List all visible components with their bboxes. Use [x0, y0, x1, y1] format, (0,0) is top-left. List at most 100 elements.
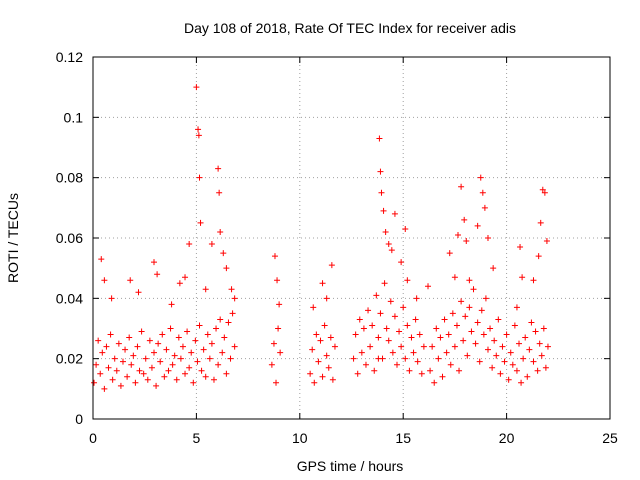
y-tick-labels: 0 0.02 0.04 0.06 0.08 0.1 0.12	[56, 49, 83, 427]
data-point	[219, 349, 226, 356]
data-point	[196, 174, 203, 181]
data-point	[400, 304, 407, 311]
data-point	[167, 325, 174, 332]
data-point	[458, 298, 465, 305]
data-point	[275, 325, 282, 332]
data-point	[484, 346, 491, 353]
data-point	[223, 370, 230, 377]
data-point	[198, 367, 205, 374]
data-point	[489, 364, 496, 371]
data-point	[480, 331, 487, 338]
data-point	[463, 238, 470, 245]
data-point	[352, 331, 359, 338]
data-point	[435, 355, 442, 362]
data-point	[470, 286, 477, 293]
data-point	[122, 346, 129, 353]
chart-title: Day 108 of 2018, Rate Of TEC Index for r…	[184, 20, 516, 36]
data-point	[412, 316, 419, 323]
data-point	[493, 352, 500, 359]
data-point	[385, 337, 392, 344]
data-point	[499, 343, 506, 350]
data-point	[425, 283, 432, 290]
data-point	[307, 370, 314, 377]
data-point	[148, 364, 155, 371]
data-point	[472, 340, 479, 347]
data-point	[474, 319, 481, 326]
data-point	[402, 225, 409, 232]
data-point	[535, 253, 542, 260]
data-point	[270, 340, 277, 347]
data-point	[381, 280, 388, 287]
data-point	[404, 322, 411, 329]
data-point	[169, 361, 176, 368]
data-point	[540, 325, 547, 332]
data-point	[323, 295, 330, 302]
data-point	[520, 355, 527, 362]
data-point	[130, 352, 137, 359]
data-point	[385, 241, 392, 248]
data-point	[161, 373, 168, 380]
data-point	[99, 349, 106, 356]
data-point	[369, 322, 376, 329]
data-point	[91, 379, 98, 386]
data-point	[132, 379, 139, 386]
data-point	[466, 304, 473, 311]
data-point	[231, 295, 238, 302]
data-point	[377, 310, 384, 317]
data-point	[388, 247, 395, 254]
data-point	[109, 376, 116, 383]
data-point	[427, 367, 434, 374]
data-point	[165, 367, 172, 374]
data-point	[513, 367, 520, 374]
data-point	[136, 367, 143, 374]
data-point	[176, 280, 183, 287]
data-point	[215, 361, 222, 368]
data-point	[317, 337, 324, 344]
data-point	[456, 367, 463, 374]
data-point	[321, 322, 328, 329]
data-point	[413, 295, 420, 302]
data-point	[135, 289, 142, 296]
data-point	[537, 219, 544, 226]
data-point	[433, 325, 440, 332]
data-point	[482, 295, 489, 302]
data-point	[528, 319, 535, 326]
data-point	[373, 292, 380, 299]
data-point	[443, 349, 450, 356]
data-point	[231, 343, 238, 350]
data-point	[476, 358, 483, 365]
data-point	[127, 277, 134, 284]
data-point	[376, 135, 383, 142]
data-point	[327, 334, 334, 341]
data-point	[115, 340, 122, 347]
data-point	[451, 274, 458, 281]
data-point	[182, 274, 189, 281]
data-point	[380, 207, 387, 214]
data-point	[128, 361, 135, 368]
data-point	[462, 313, 469, 320]
data-point	[383, 325, 390, 332]
x-axis-label: GPS time / hours	[297, 458, 404, 474]
data-point	[111, 355, 118, 362]
data-point	[367, 343, 374, 350]
data-point	[163, 346, 170, 353]
data-point	[350, 355, 357, 362]
data-point	[541, 189, 548, 196]
data-point	[154, 271, 161, 278]
data-point	[159, 331, 166, 338]
data-point	[474, 222, 481, 229]
data-point	[495, 316, 502, 323]
data-point	[481, 204, 488, 211]
data-point	[393, 361, 400, 368]
data-point	[371, 367, 378, 374]
data-point	[536, 340, 543, 347]
data-point	[177, 355, 184, 362]
data-point	[216, 189, 223, 196]
data-point	[466, 277, 473, 284]
data-point	[532, 328, 539, 335]
data-point	[509, 361, 516, 368]
data-point	[168, 301, 175, 308]
data-point	[538, 352, 545, 359]
data-point	[229, 310, 236, 317]
